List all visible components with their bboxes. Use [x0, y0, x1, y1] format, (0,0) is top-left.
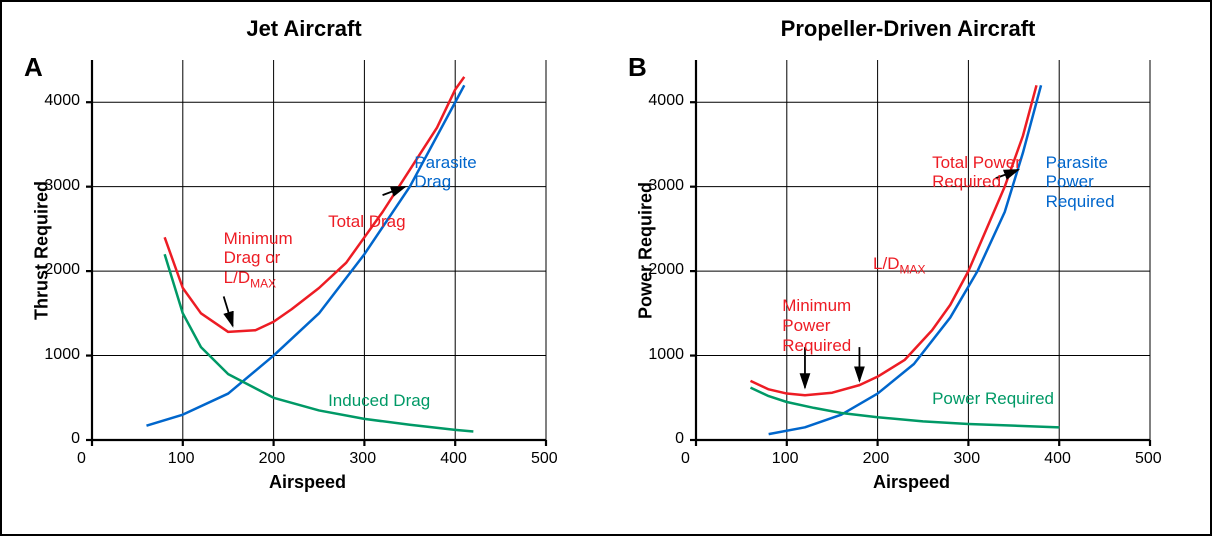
chart-b-min_power_lbl: MinimumPowerRequired — [782, 296, 851, 355]
chart-a-x-axis-label: Airspeed — [269, 472, 346, 493]
chart-a-xtick-500: 500 — [531, 450, 558, 468]
chart-b-ytick-4000: 4000 — [648, 92, 684, 110]
chart-b-xtick-500: 500 — [1135, 450, 1162, 468]
chart-a-ytick-0: 0 — [71, 430, 80, 448]
chart-a-xtick-0: 0 — [77, 450, 86, 468]
chart-a-svg — [82, 50, 596, 450]
chart-a-total_drag-curve — [165, 77, 465, 332]
panel-a-title: Jet Aircraft — [12, 16, 596, 42]
chart-b-ld_max_lbl: L/DMAX — [873, 254, 925, 277]
chart-a-parasite_drag_lbl: ParasiteDrag — [414, 153, 476, 192]
chart-a-xtick-200: 200 — [259, 450, 286, 468]
chart-a-induced_drag_lbl: Induced Drag — [328, 391, 430, 411]
chart-b-ytick-1000: 1000 — [648, 346, 684, 364]
chart-b-xtick-400: 400 — [1044, 450, 1071, 468]
panel-b-title: Propeller-Driven Aircraft — [616, 16, 1200, 42]
chart-a-xtick-400: 400 — [440, 450, 467, 468]
chart-b-parasite_power_lbl: ParasitePowerRequired — [1046, 153, 1115, 212]
panel-b-letter: B — [628, 52, 647, 83]
chart-b-induced_power_lbl: Power Required — [932, 389, 1054, 409]
chart-b-y-axis-label: Power Required — [636, 171, 657, 331]
chart-a-ytick-4000: 4000 — [44, 92, 80, 110]
chart-a-arrow1 — [224, 296, 233, 326]
chart-b-xtick-200: 200 — [863, 450, 890, 468]
chart-a-min_drag_lbl: MinimumDrag orL/DMAX — [224, 229, 293, 291]
chart-b-x-axis-label: Airspeed — [873, 472, 950, 493]
chart-b-xtick-0: 0 — [681, 450, 690, 468]
chart-a-xtick-300: 300 — [349, 450, 376, 468]
chart-b-xtick-100: 100 — [772, 450, 799, 468]
panel-b: Propeller-Driven Aircraft B 010020030040… — [606, 2, 1210, 534]
chart-b: 010020030040050001000200030004000Airspee… — [686, 50, 1200, 450]
chart-b-ytick-0: 0 — [675, 430, 684, 448]
chart-a-parasite_drag-curve — [146, 85, 464, 425]
chart-a-xtick-100: 100 — [168, 450, 195, 468]
chart-a-total_drag_lbl: Total Drag — [328, 212, 405, 232]
chart-b-xtick-300: 300 — [953, 450, 980, 468]
chart-a: 010020030040050001000200030004000Airspee… — [82, 50, 596, 450]
figure-container: Jet Aircraft A 0100200300400500010002000… — [0, 0, 1212, 536]
panel-a-letter: A — [24, 52, 43, 83]
chart-a-ytick-1000: 1000 — [44, 346, 80, 364]
panel-a: Jet Aircraft A 0100200300400500010002000… — [2, 2, 606, 534]
chart-a-y-axis-label: Thrust Required — [32, 171, 53, 331]
chart-b-total_power_lbl: Total PowerRequired — [932, 153, 1021, 192]
